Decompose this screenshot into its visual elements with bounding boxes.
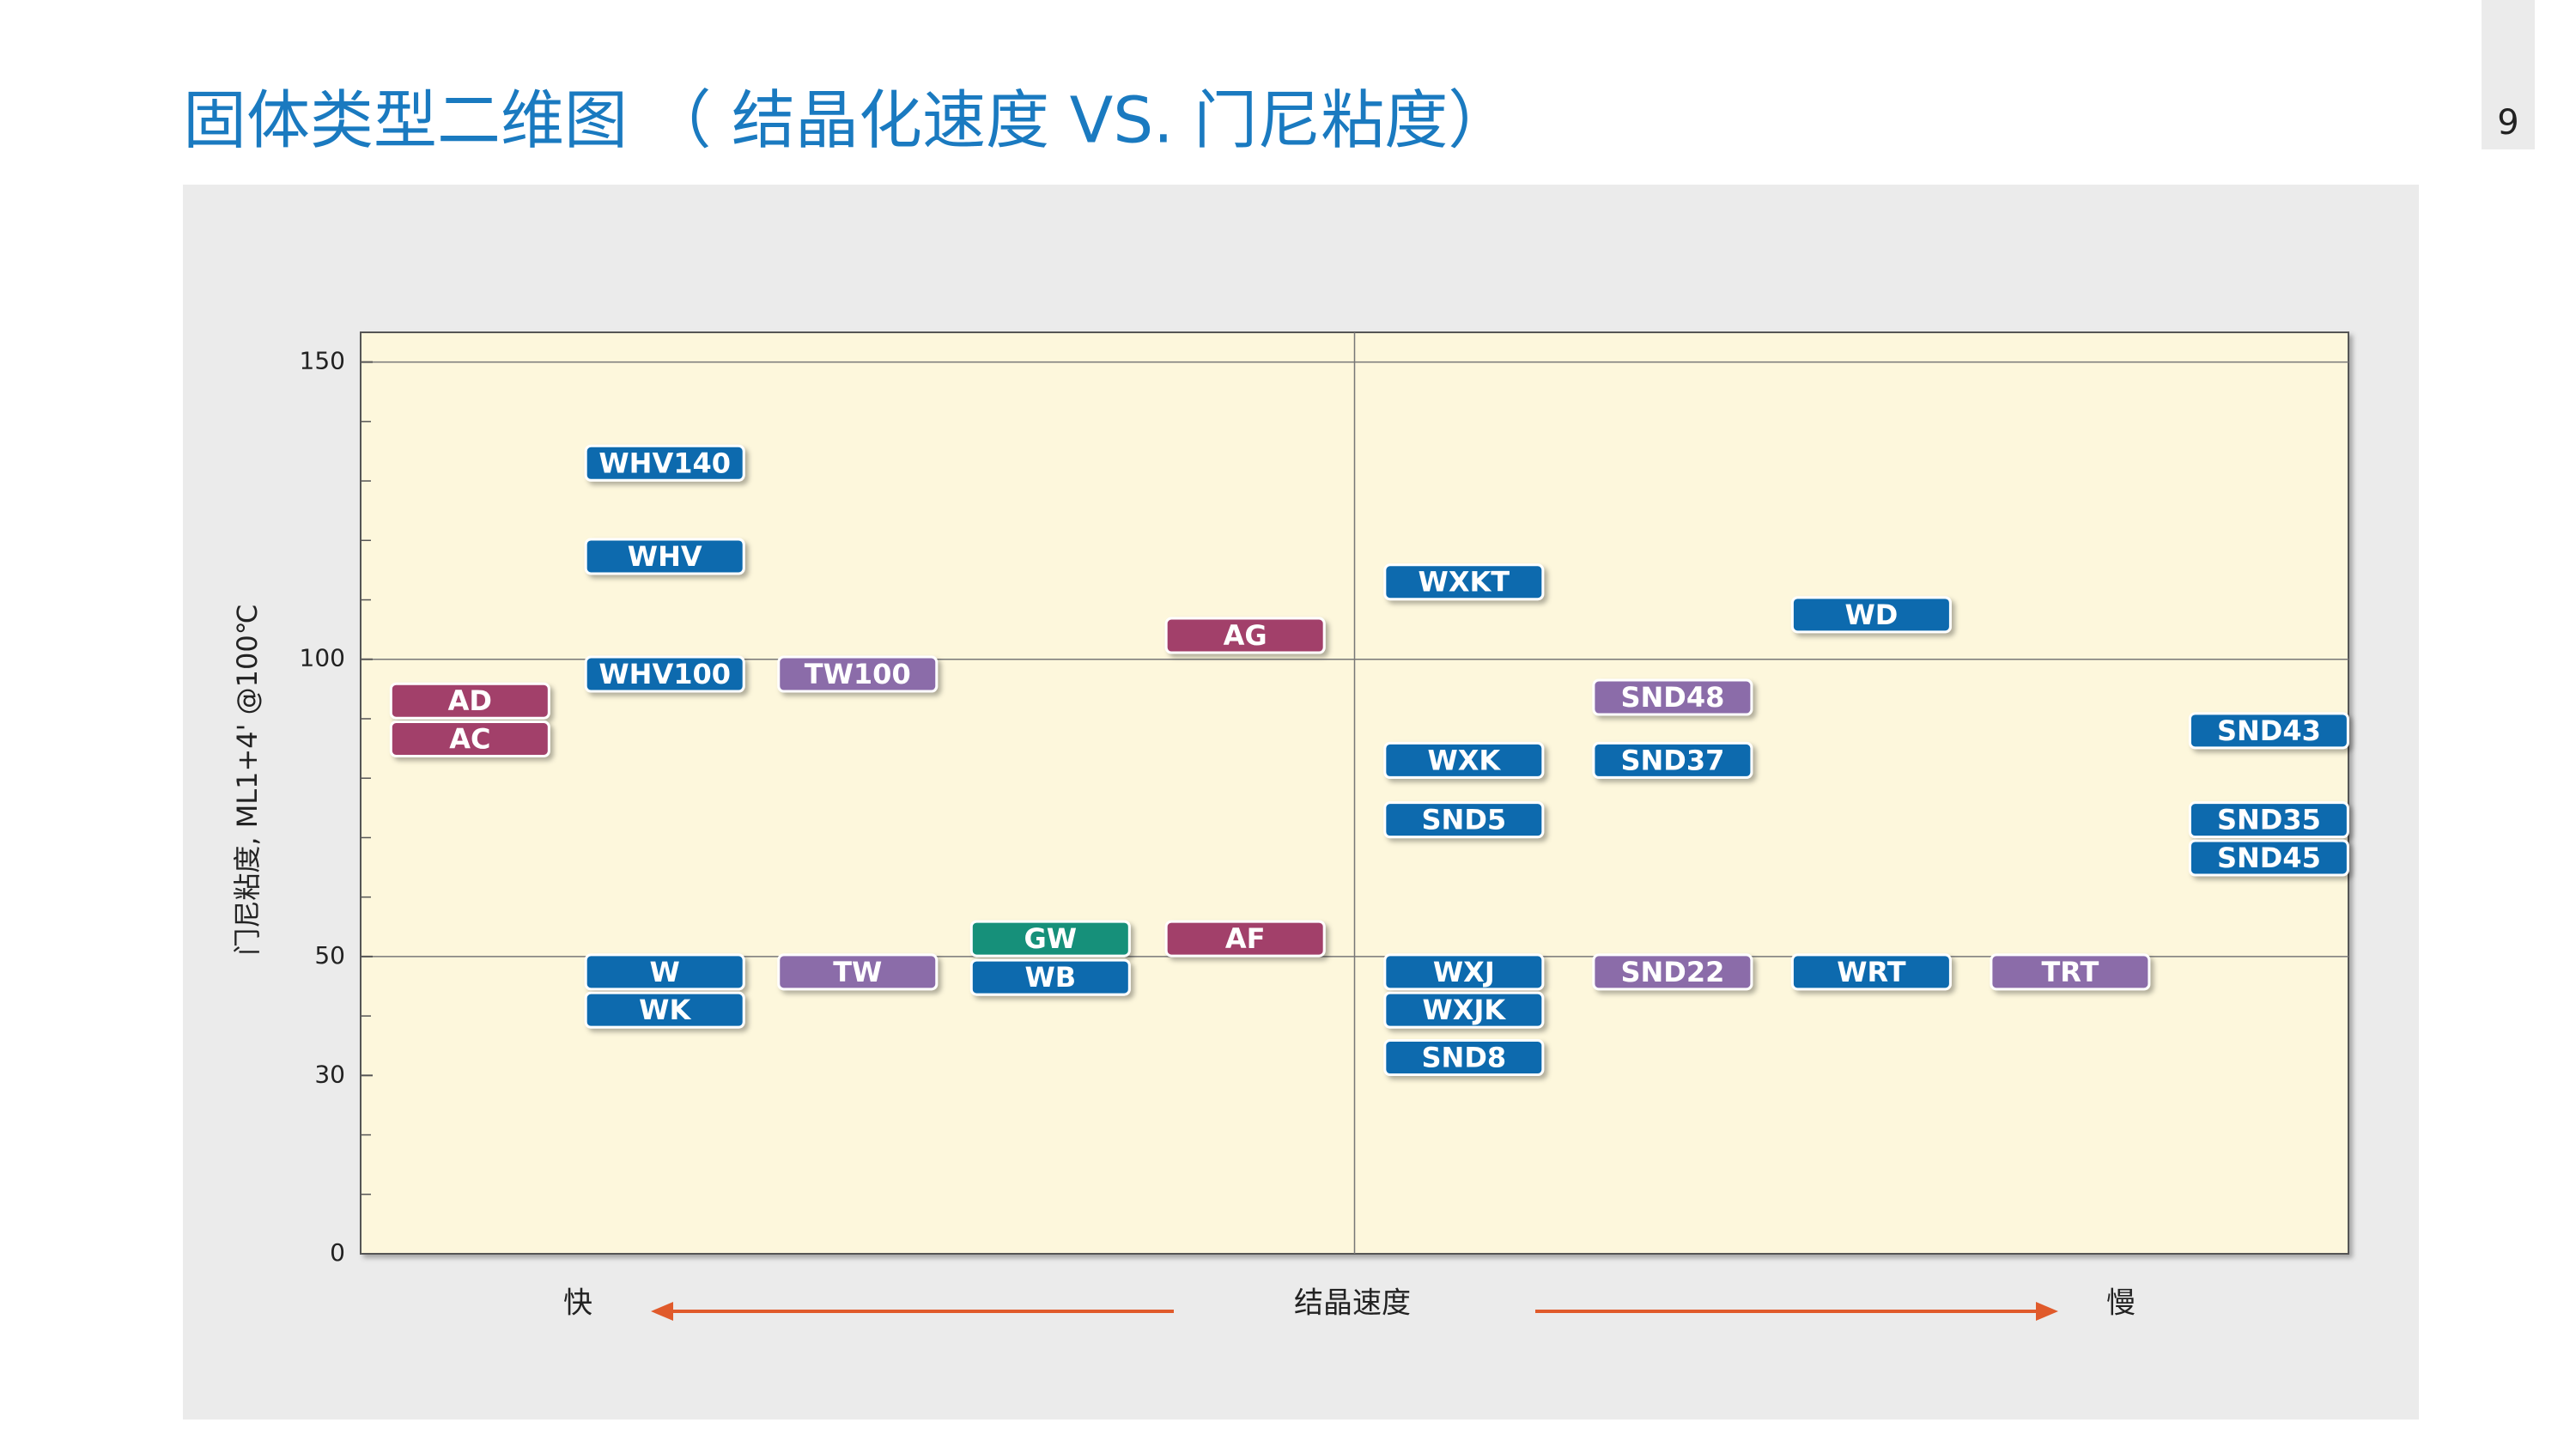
point-label: SND35 xyxy=(2217,804,2321,836)
point-box xyxy=(1164,617,1326,654)
point-box xyxy=(2188,839,2349,877)
point-box xyxy=(1383,741,1545,779)
point-label: WXK xyxy=(1427,744,1501,776)
point-box xyxy=(969,958,1131,996)
point-label: AC xyxy=(449,723,490,756)
point-label: WHV xyxy=(628,540,702,573)
point: SND43 xyxy=(2188,712,2349,750)
point: SND22 xyxy=(1592,953,1753,991)
y-tick-label: 50 xyxy=(314,941,345,970)
point-box xyxy=(1383,1039,1545,1077)
point-label: SND37 xyxy=(1620,744,1724,776)
point-box xyxy=(2188,712,2349,750)
point: SND45 xyxy=(2188,839,2349,877)
point-label: WB xyxy=(1024,961,1076,994)
arrows xyxy=(651,1302,2058,1321)
point-label: WXJ xyxy=(1433,956,1495,988)
point-label: W xyxy=(650,956,680,988)
point-label: AD xyxy=(448,684,492,717)
x-fast-label: 快 xyxy=(563,1286,592,1321)
x-axis-title: 结晶速度 xyxy=(1294,1286,1411,1321)
point-box xyxy=(584,655,745,693)
point-box xyxy=(1592,678,1753,716)
point-label: WXKT xyxy=(1419,566,1510,599)
point: WRT xyxy=(1790,953,1952,991)
point: TW100 xyxy=(777,655,939,693)
point: AF xyxy=(1164,920,1326,958)
point: WXK xyxy=(1383,741,1545,779)
point-label: AG xyxy=(1224,619,1267,652)
y-tick-label: 100 xyxy=(300,644,345,672)
point-box xyxy=(584,444,745,482)
point-label: SND45 xyxy=(2217,842,2321,874)
point: GW xyxy=(969,920,1131,958)
point: WB xyxy=(969,958,1131,996)
y-tick-label: 0 xyxy=(330,1238,345,1267)
point: WHV xyxy=(584,538,745,575)
point: WXKT xyxy=(1383,563,1545,601)
point-label: TW100 xyxy=(805,658,911,690)
point-label: WD xyxy=(1844,599,1898,631)
point-box xyxy=(584,953,745,991)
point: WK xyxy=(584,991,745,1029)
chart-title: 固体类型二维图 （ 结晶化速度 VS. 门尼粘度） xyxy=(183,84,1511,158)
point-label: WRT xyxy=(1837,956,1906,988)
point-label: SND48 xyxy=(1620,681,1724,714)
point: W xyxy=(584,953,745,991)
x-slow-label: 慢 xyxy=(2106,1286,2136,1321)
point-label: SND43 xyxy=(2217,714,2321,747)
point-label: WXJK xyxy=(1422,994,1506,1026)
point: SND37 xyxy=(1592,741,1753,779)
point-box xyxy=(1592,953,1753,991)
page-number: 9 xyxy=(2497,103,2518,143)
point: WXJK xyxy=(1383,991,1545,1029)
point: SND48 xyxy=(1592,678,1753,716)
y-axis-label: 门尼粘度, ML1+4' @100℃ xyxy=(231,604,264,955)
y-tick-label: 150 xyxy=(300,347,345,375)
point-box xyxy=(1592,741,1753,779)
point-box xyxy=(1790,596,1952,634)
point: SND35 xyxy=(2188,801,2349,839)
point-box xyxy=(1164,920,1326,958)
point: AG xyxy=(1164,617,1326,654)
point-box xyxy=(777,655,939,693)
point-box xyxy=(1383,991,1545,1029)
point: SND5 xyxy=(1383,801,1545,839)
y-tick-label: 30 xyxy=(314,1060,345,1088)
point-label: WHV140 xyxy=(598,447,731,479)
point-label: WHV100 xyxy=(598,658,731,690)
point-box xyxy=(2188,801,2349,839)
point-label: SND8 xyxy=(1421,1042,1506,1074)
point: WD xyxy=(1790,596,1952,634)
point-label: SND22 xyxy=(1620,956,1724,988)
page-tab xyxy=(2482,0,2535,149)
point: TRT xyxy=(1990,953,2151,991)
point-box xyxy=(1990,953,2151,991)
point: TW xyxy=(777,953,939,991)
point-box xyxy=(1383,801,1545,839)
point-label: SND5 xyxy=(1421,804,1506,836)
point-box xyxy=(1383,563,1545,601)
point-label: AF xyxy=(1225,922,1266,955)
point-box xyxy=(584,538,745,575)
point: WHV140 xyxy=(584,444,745,482)
point-box xyxy=(777,953,939,991)
point: AC xyxy=(389,720,550,758)
point: WXJ xyxy=(1383,953,1545,991)
point-box xyxy=(389,720,550,758)
point: AD xyxy=(389,682,550,720)
point-label: TW xyxy=(833,956,882,988)
point-box xyxy=(1790,953,1952,991)
point: SND8 xyxy=(1383,1039,1545,1077)
point-box xyxy=(584,991,745,1029)
point-label: TRT xyxy=(2041,956,2099,988)
point-box xyxy=(969,920,1131,958)
point-box xyxy=(1383,953,1545,991)
point-box xyxy=(389,682,550,720)
point: WHV100 xyxy=(584,655,745,693)
point-label: WK xyxy=(639,994,691,1026)
point-label: GW xyxy=(1024,922,1078,955)
